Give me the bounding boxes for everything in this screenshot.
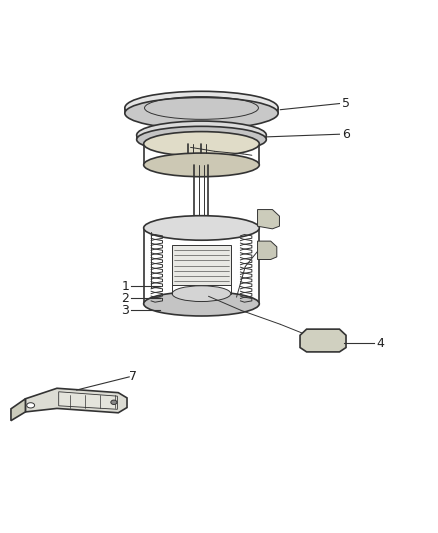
- Polygon shape: [258, 209, 279, 229]
- Text: 5: 5: [342, 97, 350, 110]
- Ellipse shape: [27, 403, 35, 408]
- Polygon shape: [300, 329, 346, 352]
- Text: 7: 7: [129, 370, 137, 383]
- Ellipse shape: [144, 216, 259, 240]
- Ellipse shape: [125, 98, 278, 129]
- Text: 4: 4: [377, 337, 385, 350]
- Ellipse shape: [125, 91, 278, 125]
- Ellipse shape: [144, 292, 259, 316]
- Ellipse shape: [111, 400, 117, 405]
- Text: 2: 2: [121, 292, 129, 304]
- Ellipse shape: [144, 153, 259, 177]
- Text: 1: 1: [121, 280, 129, 293]
- Polygon shape: [172, 246, 231, 285]
- Ellipse shape: [137, 126, 266, 152]
- Polygon shape: [25, 388, 127, 413]
- Polygon shape: [258, 241, 277, 260]
- Ellipse shape: [144, 132, 259, 156]
- Text: 6: 6: [342, 128, 350, 141]
- Polygon shape: [59, 392, 117, 409]
- Polygon shape: [11, 399, 25, 421]
- Text: 3: 3: [121, 304, 129, 317]
- Ellipse shape: [137, 121, 266, 149]
- Ellipse shape: [172, 286, 231, 302]
